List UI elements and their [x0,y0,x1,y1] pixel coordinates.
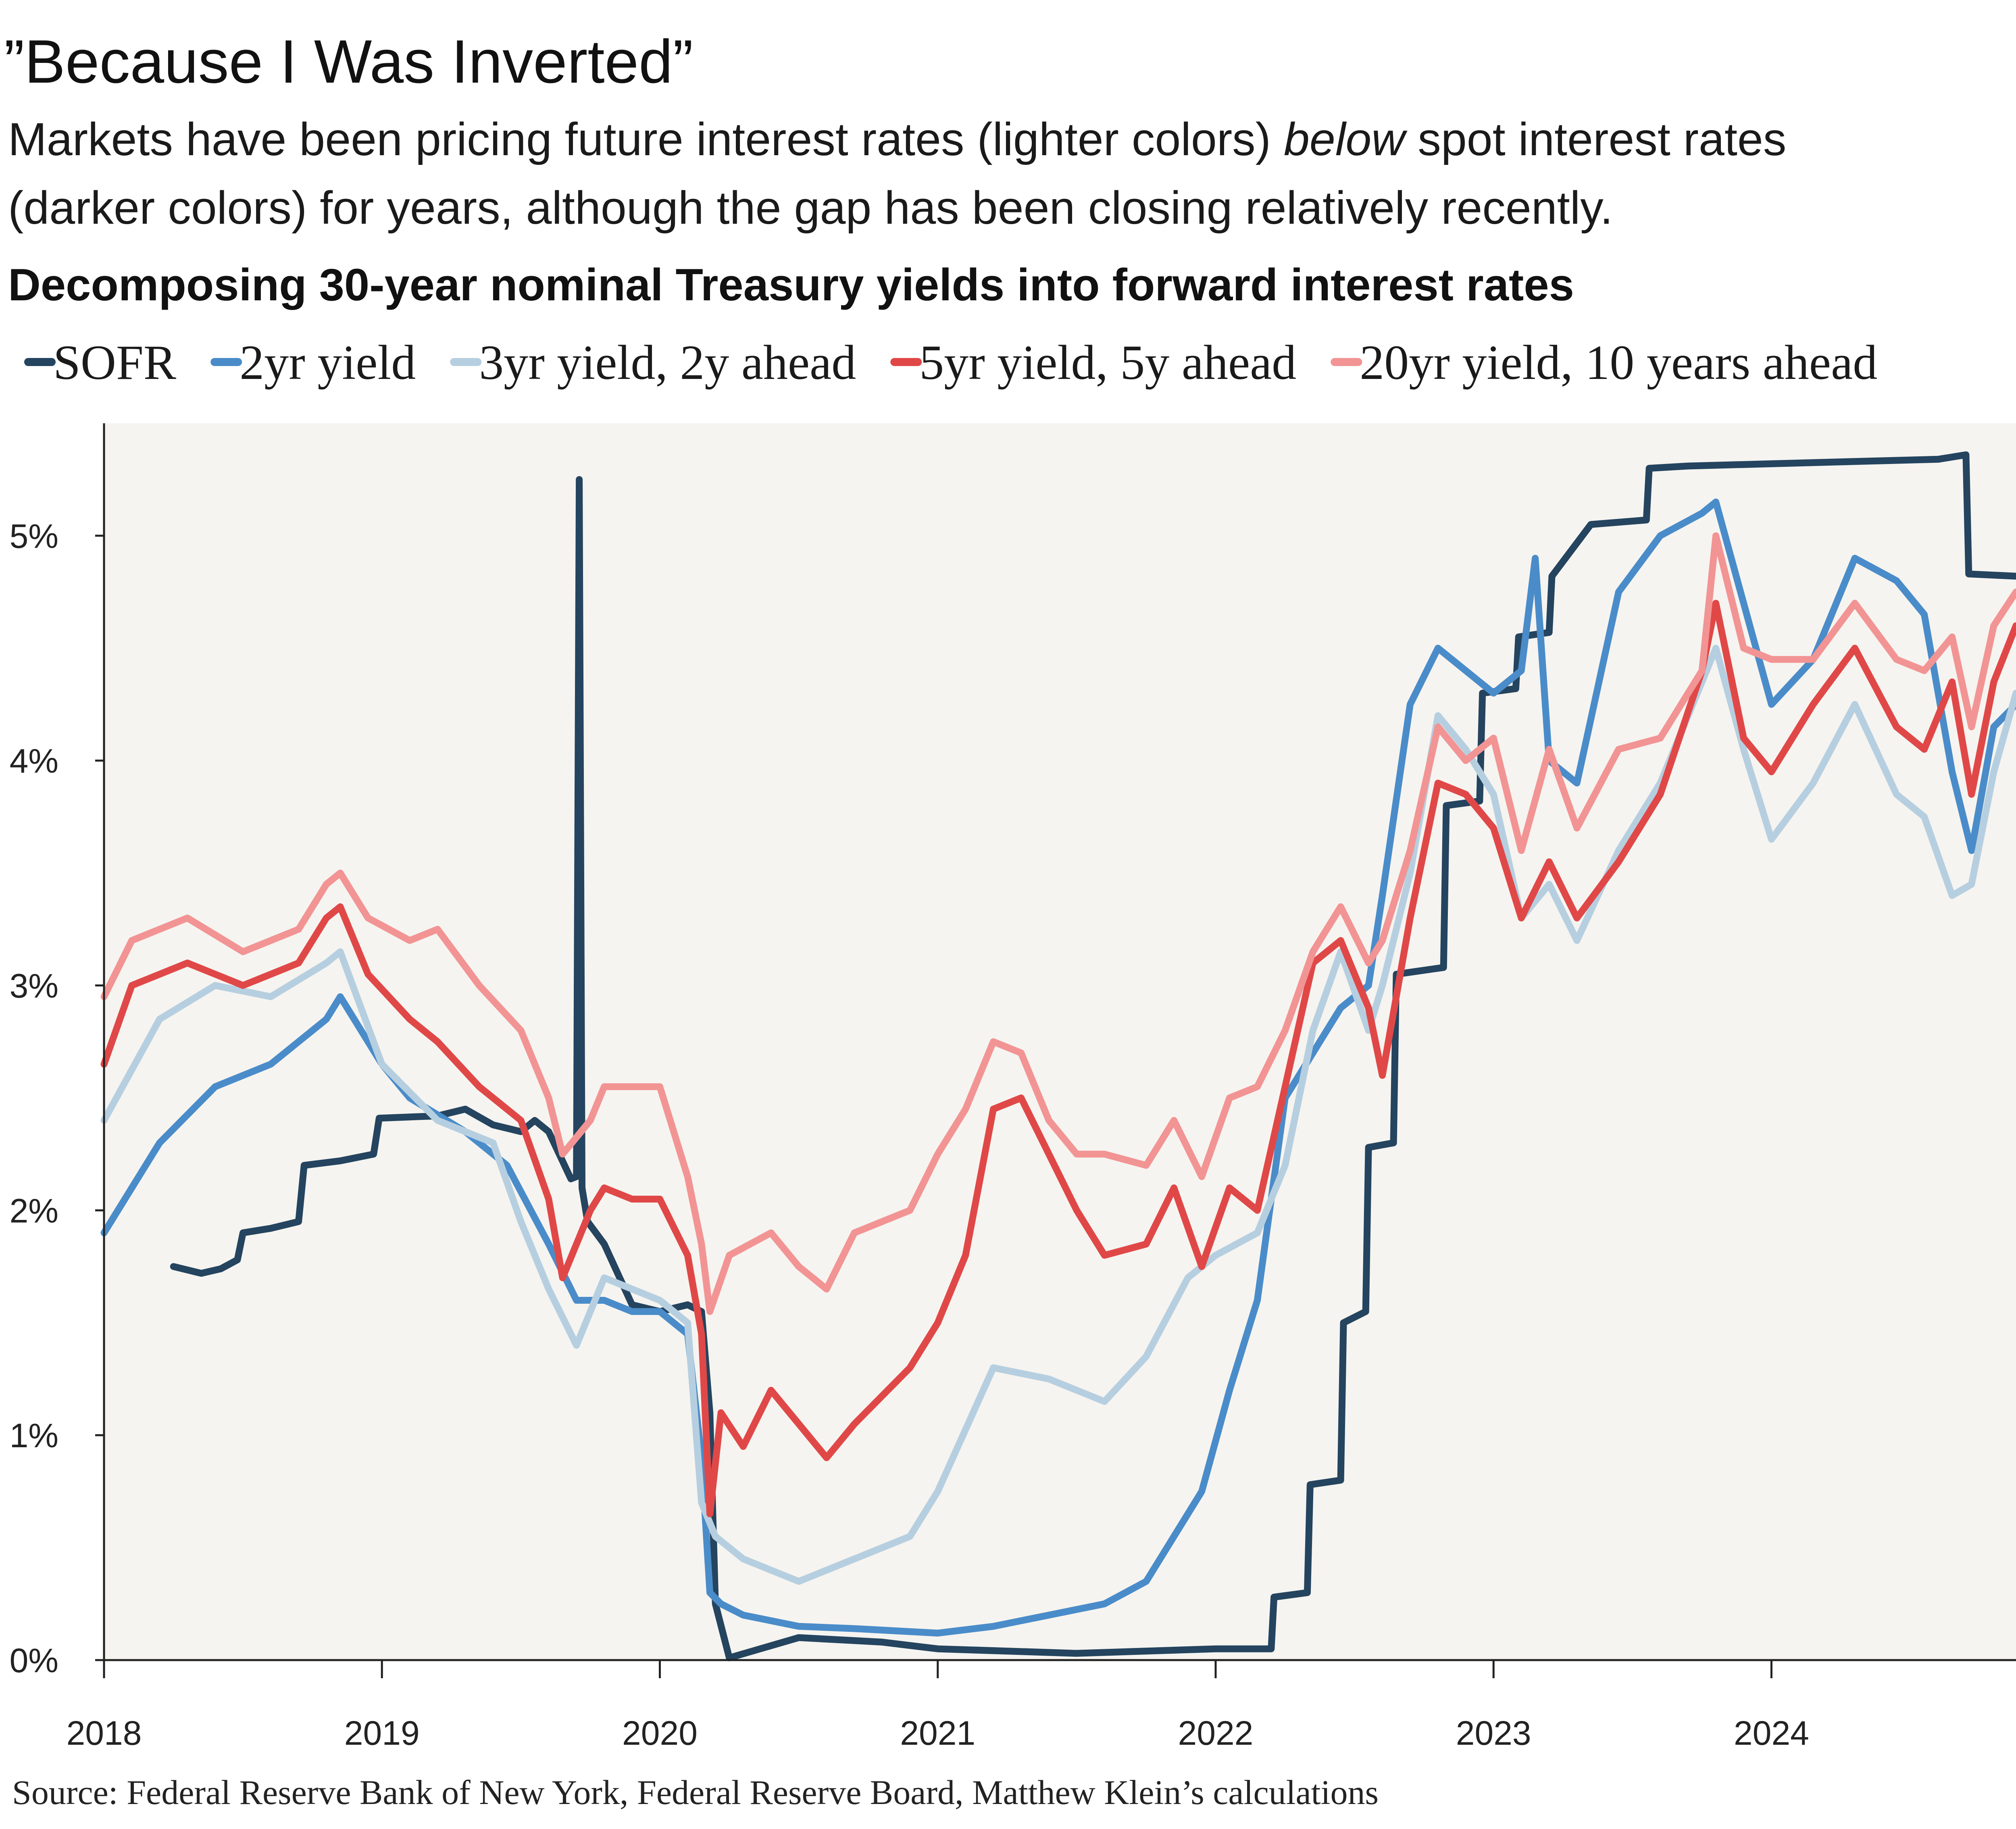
legend-label-sofr: SOFR [53,335,177,390]
legend-label-3yr-yield-2y-ahead: 3yr yield, 2y ahead [479,335,856,390]
subtitle-line-1-b: spot interest rates [1418,114,1786,165]
x-tick-label: 2018 [67,1714,142,1752]
axes-layer: 0% 1% 2% 3% 4% 5% 2018 2019 2020 2021 2022 2023 2024 [10,423,2016,1752]
legend-label-2yr-yield: 2yr yield [240,335,416,390]
legend-label-20yr-yield-10-years-ahead: 20yr yield, 10 years ahead [1360,335,1877,390]
x-tick-label: 2021 [900,1714,975,1752]
y-tick-label: 0% [10,1642,58,1679]
plot-area [104,423,2016,1660]
y-tick-label: 1% [10,1417,58,1454]
legend-label-5yr-yield-5y-ahead: 5yr yield, 5y ahead [919,335,1296,390]
x-tick-label: 2020 [622,1714,698,1752]
subtitle-line-1: Markets have been pricing future interes… [8,114,1786,165]
source-note: Source: Federal Reserve Bank of New York… [12,1773,1379,1812]
series-layer [100,451,2016,1661]
series-line-sofr [170,451,2016,1661]
series-line-20yr-yield-10-years-ahead [100,532,2016,1315]
x-tick-label: 2019 [344,1714,420,1752]
subtitle-line-1-a: Markets have been pricing future interes… [8,114,1271,165]
x-tick-label: 2022 [1178,1714,1254,1752]
x-tick-label: 2024 [1734,1714,1809,1752]
subtitle-line-2: (darker colors) for years, although the … [8,182,1613,234]
y-tick-label: 5% [10,517,58,555]
y-tick-label: 2% [10,1192,58,1230]
subtitle-emphasis: below [1284,114,1408,165]
chart-title: Decomposing 30-year nominal Treasury yie… [8,260,1574,310]
y-tick-label: 3% [10,967,58,1005]
page-title: ”Because I Was Inverted” [4,27,693,96]
x-tick-label: 2023 [1456,1714,1531,1752]
legend: SOFR 2yr yield 3yr yield, 2y ahead 5yr yiel… [24,335,1877,390]
y-tick-label: 4% [10,742,58,780]
series-line-2yr-yield [100,498,2016,1637]
